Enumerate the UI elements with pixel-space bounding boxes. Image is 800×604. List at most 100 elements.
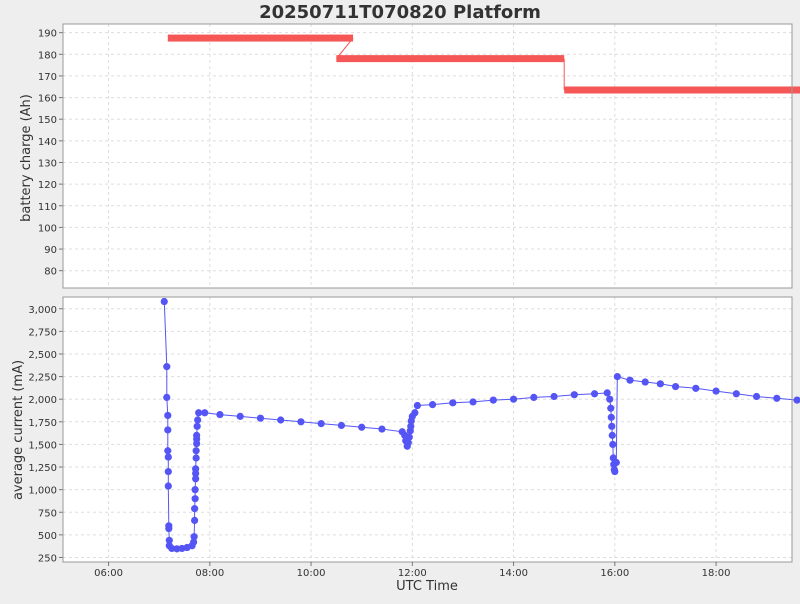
current-point (297, 418, 305, 426)
current-point (405, 433, 413, 441)
current-point (165, 536, 173, 544)
plot-frame (62, 23, 793, 289)
current-point (164, 467, 172, 476)
current-plot: 250 500 750 1,000 1,250 1,500 1,750 2,000 2,250 2… (28, 296, 800, 564)
y-tick-label: 180 (38, 50, 57, 61)
y-tick-label: 190 (38, 29, 57, 40)
plot-background (63, 24, 792, 288)
y-tick-label: 80 (44, 267, 57, 278)
x-tick-label: 14:00 (499, 568, 528, 579)
current-point (165, 524, 173, 533)
current-point (192, 465, 200, 473)
current-point (550, 392, 558, 401)
current-point (608, 422, 616, 430)
current-point (190, 533, 198, 541)
y-tick-label: 2,000 (28, 395, 57, 406)
y-tick-label: 500 (38, 531, 57, 542)
current-point (201, 409, 209, 417)
current-point (164, 426, 172, 434)
current-point (656, 380, 664, 388)
current-point (671, 382, 680, 391)
top-y-axis-label: battery charge (Ah) (19, 94, 34, 222)
y-tick-label: 1,500 (28, 440, 57, 451)
current-point (752, 392, 761, 401)
x-tick-label: 06:00 (94, 568, 123, 579)
bottom-y-axis-label: average current (mA) (11, 360, 26, 500)
x-axis-label: UTC Time (396, 579, 458, 594)
y-tick-label: 110 (38, 202, 57, 213)
current-point (609, 440, 617, 449)
current-point (712, 387, 720, 395)
current-point (164, 453, 172, 461)
chart-title: 20250711T070820 Platform (259, 2, 541, 23)
current-point (191, 486, 199, 494)
current-point (469, 398, 477, 406)
y-tick-label: 1,000 (28, 486, 57, 497)
current-point (530, 393, 538, 401)
current-point (195, 409, 203, 417)
current-point (191, 505, 199, 513)
current-point (413, 401, 421, 410)
y-tick-label: 250 (38, 553, 57, 564)
current-point (607, 404, 615, 412)
current-point (256, 414, 265, 422)
current-point (603, 389, 611, 397)
current-point (190, 538, 198, 546)
current-point (236, 412, 244, 420)
x-tick-label: 08:00 (195, 568, 224, 579)
current-point (404, 439, 412, 447)
current-point (509, 395, 518, 403)
y-tick-label: 170 (38, 72, 57, 83)
current-point (160, 297, 168, 306)
y-tick-label: 750 (38, 508, 57, 519)
x-tick-label: 10:00 (297, 568, 326, 579)
current-point (191, 516, 199, 524)
x-tick-label: 16:00 (600, 568, 629, 579)
x-tick-label: 18:00 (702, 568, 731, 579)
current-point (191, 495, 199, 503)
y-tick-label: 140 (38, 137, 57, 148)
current-point (193, 431, 201, 439)
current-point (277, 416, 285, 424)
current-point (732, 390, 740, 398)
current-point (163, 393, 171, 401)
y-tick-label: 2,250 (28, 373, 57, 384)
x-tick-label: 12:00 (398, 568, 427, 579)
y-tick-label: 1,750 (28, 418, 57, 429)
current-point (590, 390, 599, 398)
battery-plot: 80 90 100 110 120 130 140 150 160 170 180 190 (38, 23, 800, 289)
current-point (378, 425, 386, 433)
y-tick-label: 160 (38, 94, 57, 105)
current-point (164, 482, 172, 490)
y-tick-label: 3,000 (28, 305, 57, 316)
current-point (626, 376, 634, 384)
current-point (612, 458, 620, 467)
current-point (192, 475, 200, 483)
y-tick-label: 100 (38, 223, 57, 234)
current-point (607, 413, 615, 421)
y-tick-label: 150 (38, 115, 57, 126)
current-point (613, 372, 621, 381)
current-point (317, 420, 325, 428)
current-point (216, 410, 224, 419)
current-point (192, 447, 200, 455)
current-point (570, 391, 578, 399)
current-point (793, 396, 800, 404)
battery-segment (336, 55, 565, 63)
current-point (611, 467, 619, 476)
y-tick-label: 2,500 (28, 350, 57, 361)
current-point (641, 378, 649, 386)
current-point (163, 363, 171, 371)
current-point (164, 447, 172, 455)
current-point (411, 409, 419, 417)
current-point (358, 423, 366, 431)
current-point (608, 431, 616, 439)
current-point (193, 422, 201, 430)
current-point (773, 394, 781, 402)
current-point (449, 399, 457, 407)
battery-segment (564, 86, 800, 94)
y-tick-label: 120 (38, 180, 57, 191)
y-tick-label: 1,250 (28, 463, 57, 474)
